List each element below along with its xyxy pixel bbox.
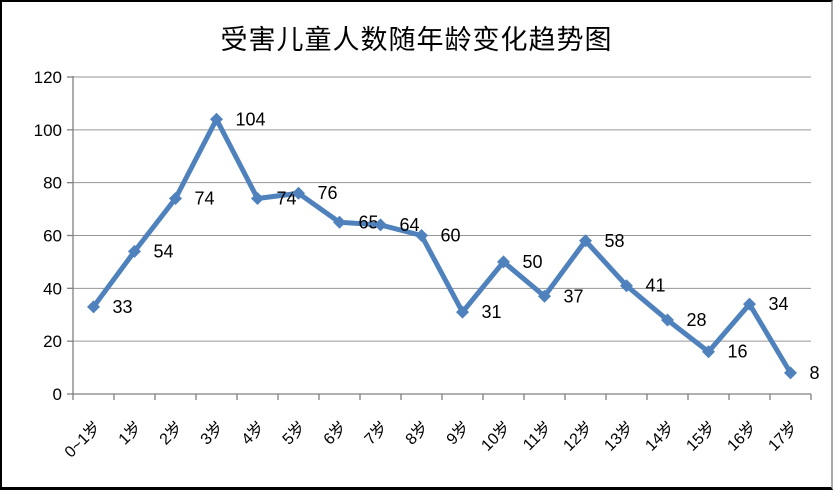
data-point-marker (620, 279, 633, 293)
data-point-label: 50 (523, 252, 543, 272)
data-point-marker (374, 218, 387, 232)
y-axis-tick-label: 80 (43, 174, 62, 193)
data-point-label: 65 (359, 212, 379, 232)
x-axis-tick-label: 14岁 (642, 418, 679, 455)
trend-line (91, 116, 793, 376)
x-axis-tick-label: 7岁 (361, 418, 391, 448)
data-point-marker (579, 234, 592, 248)
data-point-label: 74 (277, 189, 297, 209)
x-axis-tick-label: 3岁 (197, 418, 227, 448)
x-axis-label-group: 17岁 (765, 418, 802, 455)
y-axis-tick-label: 20 (43, 332, 62, 351)
data-point-label: 31 (482, 302, 502, 322)
data-point-marker (169, 192, 182, 206)
x-axis-label-group: 5岁 (279, 418, 309, 448)
data-point-marker (292, 186, 305, 200)
x-axis-label-group: 15岁 (683, 418, 720, 455)
y-axis-tick-label: 120 (34, 68, 62, 87)
data-point-label: 74 (195, 189, 215, 209)
data-point-label: 34 (769, 294, 789, 314)
x-axis-tick-label: 0~1岁 (61, 418, 104, 461)
data-point-marker (538, 289, 551, 303)
x-axis-tick-label: 8岁 (402, 418, 432, 448)
x-axis-label-group: 7岁 (361, 418, 391, 448)
data-point-marker (87, 300, 100, 314)
x-axis-label-group: 13岁 (601, 418, 638, 455)
data-point-marker (702, 345, 715, 359)
data-point-marker (661, 313, 674, 327)
y-axis-tick-label: 0 (53, 385, 62, 404)
x-axis-label-group: 12岁 (560, 418, 597, 455)
data-point-marker (456, 305, 469, 319)
x-axis-tick-label: 10岁 (478, 418, 515, 455)
y-axis-tick-label: 60 (43, 227, 62, 246)
y-axis-tick-label: 100 (34, 121, 62, 140)
data-point-label: 60 (441, 226, 461, 246)
data-point-label: 104 (236, 109, 266, 129)
data-point-label: 16 (728, 342, 748, 362)
y-axis-tick-label: 40 (43, 279, 62, 298)
data-point-marker (784, 366, 797, 380)
data-point-label: 64 (400, 215, 420, 235)
x-axis-label-group: 11岁 (520, 418, 556, 454)
x-axis-label-group: 3岁 (197, 418, 227, 448)
data-point-label: 76 (318, 183, 338, 203)
x-axis-label-group: 16岁 (724, 418, 761, 455)
data-point-marker (210, 112, 223, 126)
x-axis-label-group: 8岁 (402, 418, 432, 448)
x-axis-label-group: 14岁 (642, 418, 679, 455)
data-point-marker (128, 244, 141, 258)
x-axis-tick-label: 15岁 (683, 418, 720, 455)
x-axis-tick-label: 4岁 (238, 418, 268, 448)
data-point-marker (251, 192, 264, 206)
x-axis-tick-label: 17岁 (765, 418, 802, 455)
data-point-marker (333, 215, 346, 229)
x-axis-label-group: 6岁 (320, 418, 350, 448)
x-axis-label-group: 4岁 (238, 418, 268, 448)
x-axis-tick-label: 12岁 (560, 418, 597, 455)
data-point-marker (415, 229, 428, 242)
x-axis-label-group: 0~1岁 (61, 418, 104, 461)
data-point-label: 41 (646, 276, 666, 296)
x-axis-label-group: 10岁 (478, 418, 515, 455)
x-axis-tick-label: 9岁 (443, 418, 473, 448)
data-point-label: 8 (810, 363, 820, 383)
data-point-label: 58 (605, 231, 625, 251)
data-point-marker (743, 297, 756, 311)
data-point-marker (497, 255, 510, 269)
x-axis-tick-label: 11岁 (520, 418, 556, 454)
x-axis-label-group: 9岁 (443, 418, 473, 448)
data-point-label: 28 (687, 310, 707, 330)
chart-title: 受害儿童人数随年龄变化趋势图 (220, 25, 613, 56)
x-axis-tick-label: 13岁 (601, 418, 638, 455)
x-axis-tick-label: 1岁 (115, 418, 145, 448)
data-point-label: 54 (154, 241, 174, 261)
x-axis-tick-label: 2岁 (156, 418, 186, 448)
data-point-label: 33 (113, 297, 133, 317)
x-axis-tick-label: 16岁 (724, 418, 761, 455)
x-axis-tick-label: 5岁 (279, 418, 309, 448)
x-axis-tick-label: 6岁 (320, 418, 350, 448)
x-axis-label-group: 1岁 (115, 418, 145, 448)
x-axis-label-group: 2岁 (156, 418, 186, 448)
data-point-label: 37 (564, 286, 584, 306)
